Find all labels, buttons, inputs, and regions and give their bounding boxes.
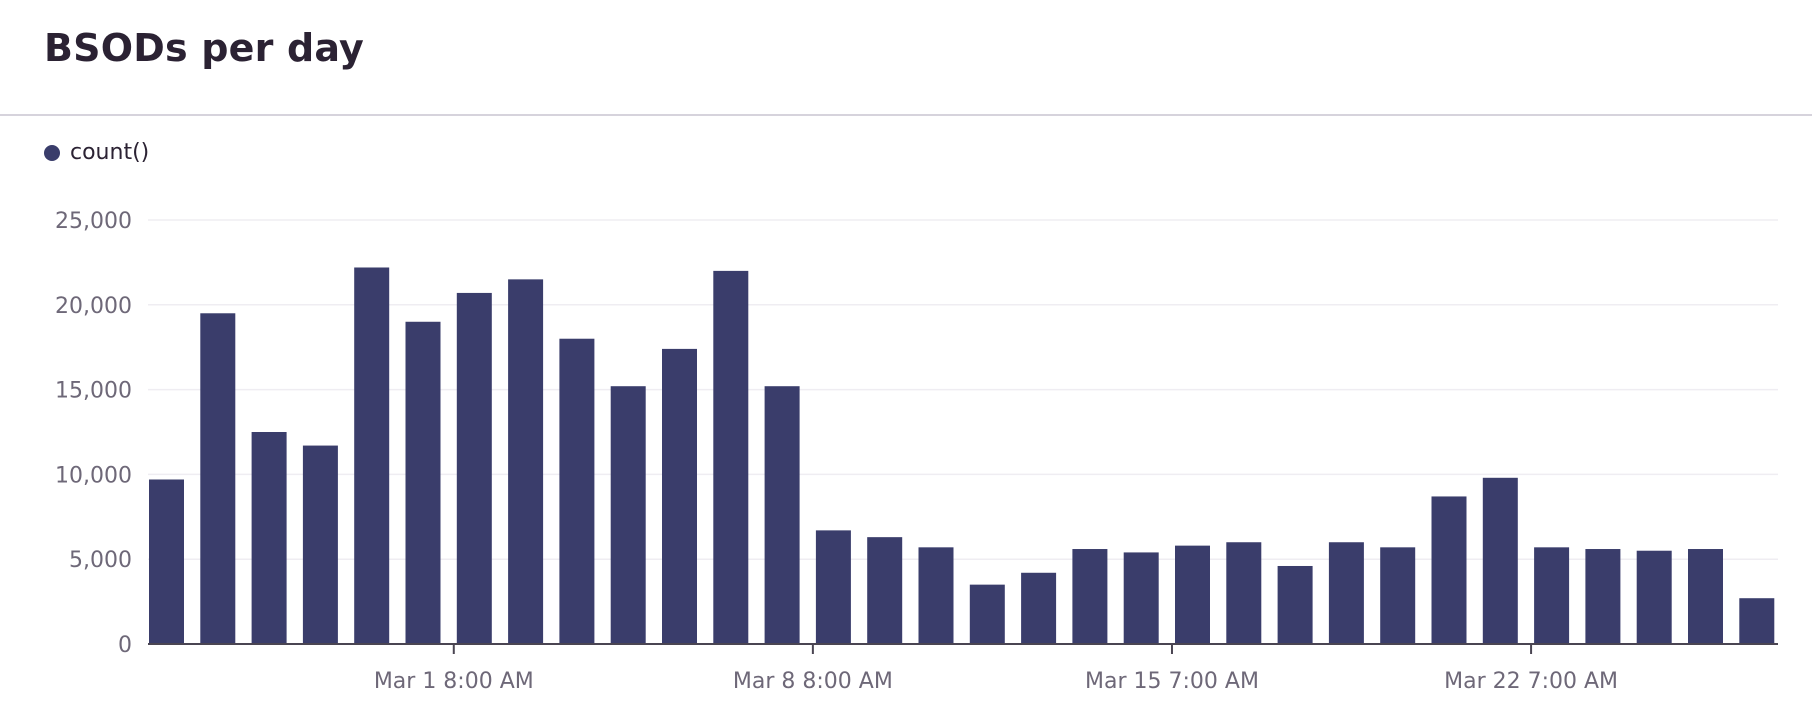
bar[interactable] — [405, 321, 441, 644]
axis-layer: 0 5,000 10,000 15,000 20,000 25,000 Mar 1 8:00… — [55, 209, 1778, 694]
x-tick-label: Mar 22 7:00 AM — [1444, 669, 1618, 694]
bar[interactable] — [1431, 496, 1467, 644]
legend[interactable]: count() — [44, 140, 149, 165]
bar[interactable] — [200, 313, 236, 644]
bar[interactable] — [559, 338, 595, 644]
bar[interactable] — [302, 445, 338, 644]
bar[interactable] — [764, 386, 800, 644]
bar[interactable] — [1688, 549, 1723, 644]
bar[interactable] — [1636, 550, 1672, 644]
bar[interactable] — [1175, 545, 1210, 644]
x-tick-label: Mar 1 8:00 AM — [374, 669, 534, 694]
x-tick-label: Mar 15 7:00 AM — [1085, 669, 1259, 694]
grid-layer — [148, 219, 1778, 560]
bar[interactable] — [1328, 542, 1364, 644]
y-tick-label: 20,000 — [55, 294, 132, 319]
bar[interactable] — [1380, 547, 1416, 644]
bar[interactable] — [149, 479, 184, 644]
bar[interactable] — [456, 292, 492, 644]
bar[interactable] — [815, 530, 851, 644]
bar[interactable] — [1739, 598, 1775, 644]
bar[interactable] — [713, 270, 749, 644]
bar[interactable] — [1123, 552, 1159, 644]
bar[interactable] — [1585, 549, 1621, 644]
legend-label: count() — [70, 140, 150, 165]
bar[interactable] — [354, 267, 390, 644]
legend-swatch — [44, 144, 60, 161]
bar[interactable] — [662, 348, 697, 644]
header-divider — [0, 114, 1812, 116]
y-tick-label: 15,000 — [55, 379, 132, 404]
bar[interactable] — [1072, 549, 1108, 644]
bar[interactable] — [1277, 565, 1313, 644]
x-tick-label: Mar 8 8:00 AM — [733, 669, 893, 694]
bar[interactable] — [508, 279, 544, 644]
bar[interactable] — [1482, 477, 1518, 644]
bar[interactable] — [1226, 542, 1262, 644]
bar[interactable] — [1021, 572, 1057, 644]
bar[interactable] — [867, 537, 903, 644]
panel-title: BSODs per day — [44, 26, 365, 70]
bar[interactable] — [1534, 547, 1570, 644]
bar[interactable] — [969, 584, 1005, 644]
bar[interactable] — [610, 386, 646, 644]
y-tick-label: 5,000 — [69, 548, 132, 573]
bars-layer — [149, 267, 1775, 644]
y-tick-label: 25,000 — [55, 209, 132, 234]
y-tick-label: 10,000 — [55, 463, 132, 488]
bar[interactable] — [251, 432, 287, 644]
bar[interactable] — [918, 547, 954, 644]
y-tick-label: 0 — [118, 633, 132, 658]
